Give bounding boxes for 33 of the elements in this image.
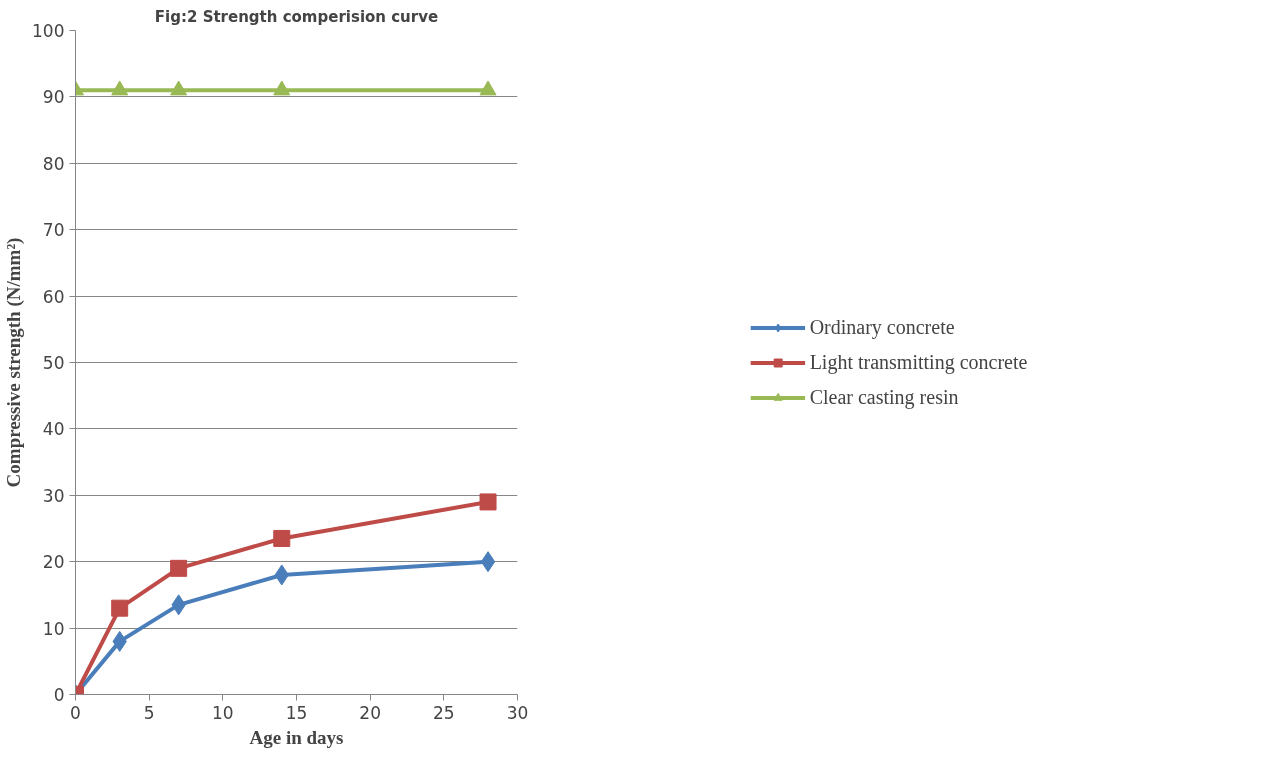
x-tick-label: 25 [433,702,455,723]
point [479,493,497,511]
y-tick-label: 30 [42,485,65,506]
y-tick-label: 100 [32,21,65,41]
point [111,80,129,96]
y-tick-label: 90 [42,87,65,108]
x-tick-label: 5 [143,702,155,723]
point [170,559,188,577]
y-axis-title: Compressive strength (N/mm²) [3,237,26,488]
chart-title: Fig:2 Strength comperision curve [154,7,439,26]
point [170,80,188,96]
x-axis-title: Age in days [249,726,344,748]
y-tick-label: 0 [53,685,65,705]
point [111,599,129,617]
y-tick-label: 20 [42,552,65,573]
y-tick-label: 10 [42,618,65,639]
y-tick-label: 80 [42,153,65,174]
legend-label: Clear casting resin [809,385,959,409]
x-tick-label: 15 [285,702,308,723]
point [273,80,291,96]
point [479,80,497,96]
point [480,551,496,573]
legend-label: Ordinary concrete [809,315,955,339]
point [273,529,291,547]
y-tick-label: 40 [42,419,65,440]
x-tick-label: 20 [359,702,381,723]
x-tick-label: 10 [212,702,234,723]
y-tick-label: 50 [42,353,65,373]
x-tick-label: 30 [506,702,529,723]
y-tick-label: 60 [42,286,65,307]
x-tick-label: 0 [70,702,81,723]
y-tick-label: 70 [42,220,65,241]
legend-label: Light transmitting concrete [809,350,1028,374]
